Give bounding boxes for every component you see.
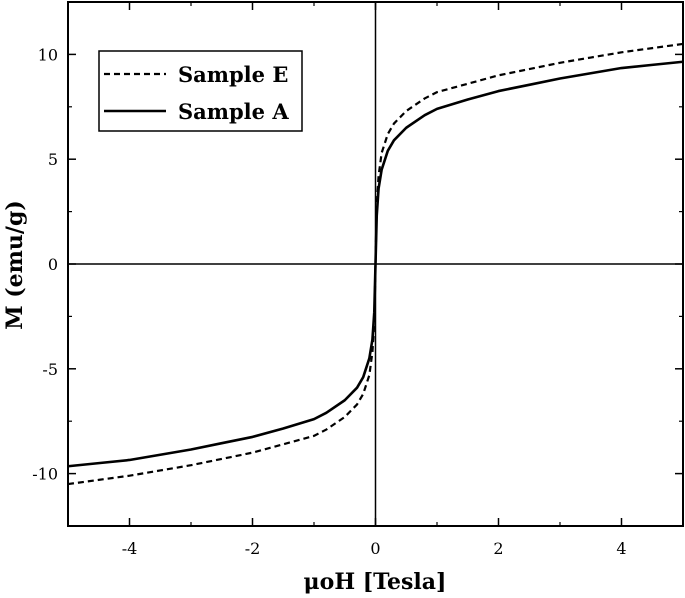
legend-label-sample-a: Sample A bbox=[178, 99, 289, 124]
y-tick-label: -5 bbox=[42, 360, 58, 379]
legend: Sample E Sample A bbox=[98, 50, 303, 132]
x-axis-title: μoH [Tesla] bbox=[304, 569, 447, 595]
x-tick-label: -2 bbox=[245, 539, 261, 558]
x-tick-label: -4 bbox=[122, 539, 138, 558]
x-axis-ticks: -4 -2 0 2 4 bbox=[67, 2, 684, 558]
series-layer bbox=[67, 42, 684, 486]
legend-box bbox=[98, 50, 303, 132]
y-tick-label: 10 bbox=[38, 45, 58, 64]
y-axis-title: M (emu/g) bbox=[2, 200, 28, 330]
x-tick-label: 0 bbox=[370, 539, 380, 558]
series-line-sample-a bbox=[67, 60, 684, 468]
y-tick-label: -10 bbox=[32, 465, 58, 484]
legend-label-sample-e: Sample E bbox=[178, 62, 288, 87]
x-tick-label: 4 bbox=[616, 539, 626, 558]
y-tick-label: 0 bbox=[48, 255, 58, 274]
y-tick-label: 5 bbox=[48, 150, 58, 169]
y-axis-ticks: -10 -5 0 5 10 bbox=[32, 1, 683, 527]
x-tick-label: 2 bbox=[493, 539, 503, 558]
